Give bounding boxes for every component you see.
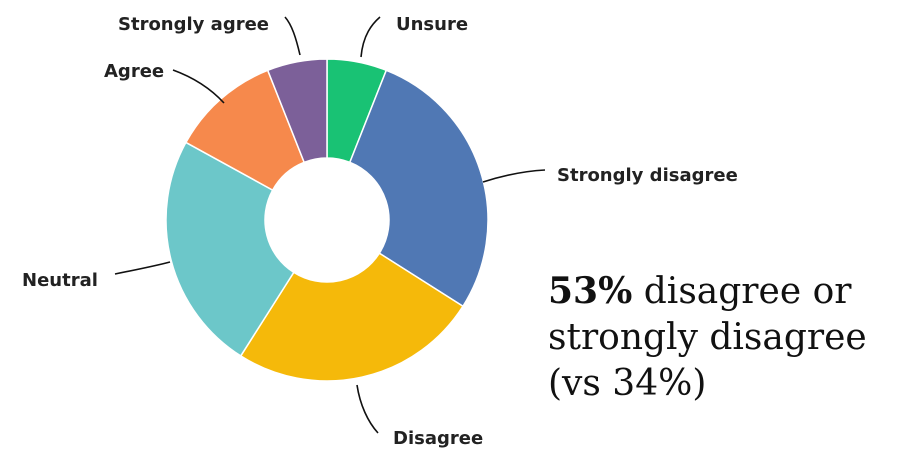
- donut-slices: [165, 58, 489, 382]
- stat-callout: 53% disagree or strongly disagree (vs 34…: [548, 268, 893, 407]
- leader-line-strongly-agree: [284, 16, 301, 56]
- leader-line-strongly-disagree: [482, 169, 546, 183]
- stat-value: 53%: [548, 270, 633, 312]
- donut-hole: [265, 158, 389, 282]
- label-disagree: Disagree: [393, 428, 483, 449]
- label-strongly-agree: Strongly agree: [118, 14, 269, 35]
- leader-line-disagree: [356, 384, 379, 434]
- stat-line-1: 53% disagree or: [548, 268, 893, 315]
- label-neutral: Neutral: [22, 270, 98, 291]
- label-agree: Agree: [104, 61, 164, 82]
- leader-line-agree: [172, 69, 225, 104]
- leader-line-neutral: [114, 261, 171, 275]
- stat-line-3: (vs 34%): [548, 363, 707, 404]
- stat-text-1: disagree or: [643, 271, 852, 312]
- label-strongly-disagree: Strongly disagree: [557, 165, 738, 186]
- label-unsure: Unsure: [396, 14, 468, 35]
- stat-line-2: strongly disagree: [548, 317, 867, 358]
- leader-line-unsure: [360, 16, 381, 58]
